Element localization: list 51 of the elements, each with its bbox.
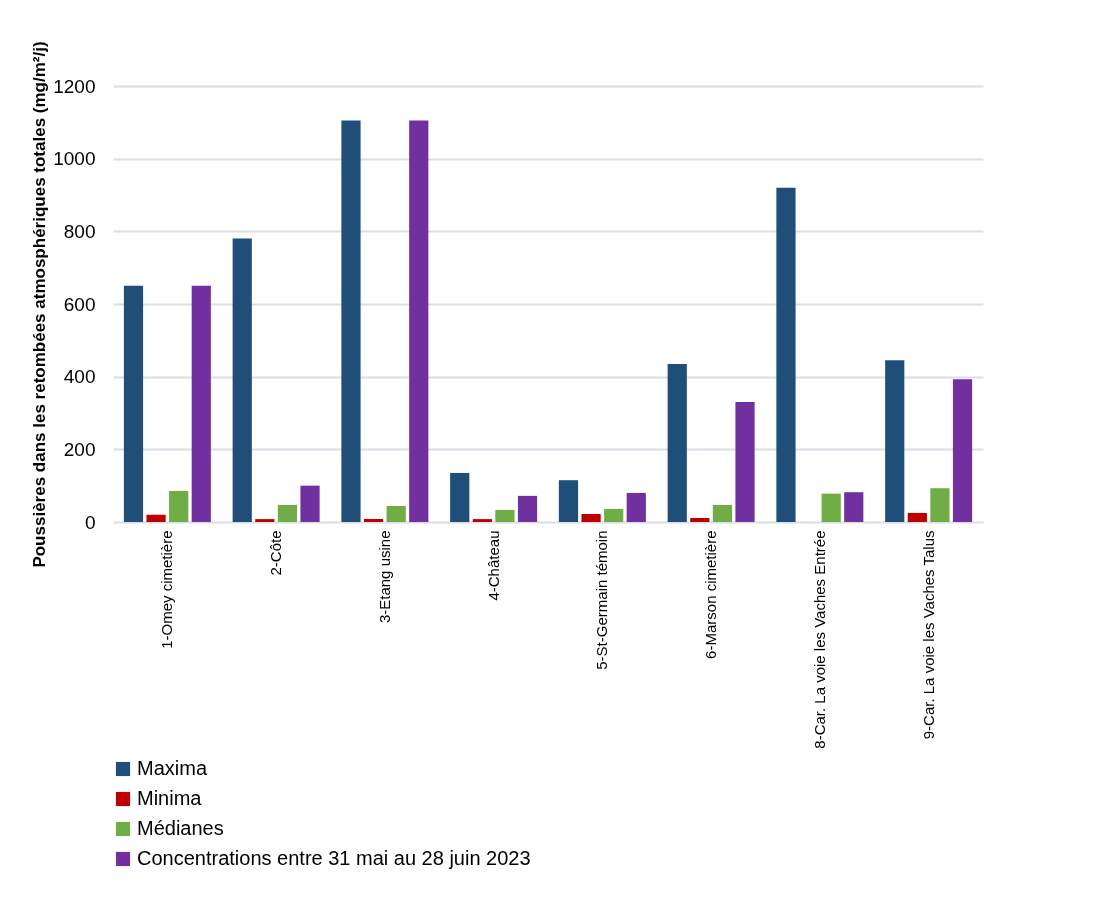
bar — [517, 495, 538, 522]
y-tick-label: 1200 — [53, 75, 96, 97]
x-tick-label: 1-Omey cimetière — [158, 530, 176, 649]
legend-label: Maxima — [137, 757, 208, 779]
bar — [232, 238, 252, 522]
bar — [409, 120, 429, 522]
y-tick-label: 800 — [63, 220, 96, 242]
bar — [712, 504, 733, 522]
y-tick-label: 1000 — [53, 148, 96, 170]
x-tick-label: 3-Etang usine — [375, 530, 393, 624]
bar — [146, 514, 166, 522]
bar — [169, 491, 189, 522]
x-tick-label: 6-Marson cimetière — [702, 530, 720, 659]
y-axis-title: Poussières dans les retombées atmosphériques totales (mg/m²/j) — [30, 41, 50, 568]
x-tick-label: 9-Car. La voie les Vaches Talus — [919, 530, 937, 740]
bar — [191, 285, 211, 522]
x-tick-label: 4-Château — [484, 530, 502, 601]
bar — [472, 519, 492, 522]
bar — [821, 493, 841, 522]
bar — [844, 492, 864, 522]
bar — [930, 488, 950, 522]
bar — [776, 187, 796, 522]
x-tick-label: 5-St-Germain témoin — [593, 530, 611, 670]
bar — [667, 363, 687, 522]
bar — [558, 480, 579, 522]
x-tick-label: 8-Car. La voie les Vaches Entrée — [810, 530, 828, 749]
bar — [581, 514, 601, 522]
legend-label: Minima — [137, 787, 203, 809]
bar — [885, 360, 905, 522]
bar — [386, 506, 406, 522]
bar — [341, 120, 361, 522]
y-tick-label: 400 — [63, 366, 96, 388]
x-tick-label: 2-Côte — [267, 530, 285, 576]
bar — [495, 510, 515, 522]
legend-label: Médianes — [137, 817, 224, 839]
bar — [255, 519, 275, 522]
bar — [952, 379, 973, 522]
bar — [626, 492, 646, 522]
bar — [300, 485, 320, 522]
bar — [123, 285, 144, 522]
y-tick-label: 200 — [63, 438, 96, 460]
y-tick-label: 0 — [84, 511, 96, 533]
bar — [450, 472, 470, 522]
bar — [690, 518, 710, 522]
bar — [277, 504, 298, 522]
legend-label: Concentrations entre 31 mai au 28 juin 2023 — [137, 847, 531, 869]
bar — [604, 508, 624, 522]
bar — [907, 512, 927, 522]
y-tick-label: 600 — [63, 293, 96, 315]
bar — [363, 519, 384, 522]
bar — [735, 402, 755, 522]
